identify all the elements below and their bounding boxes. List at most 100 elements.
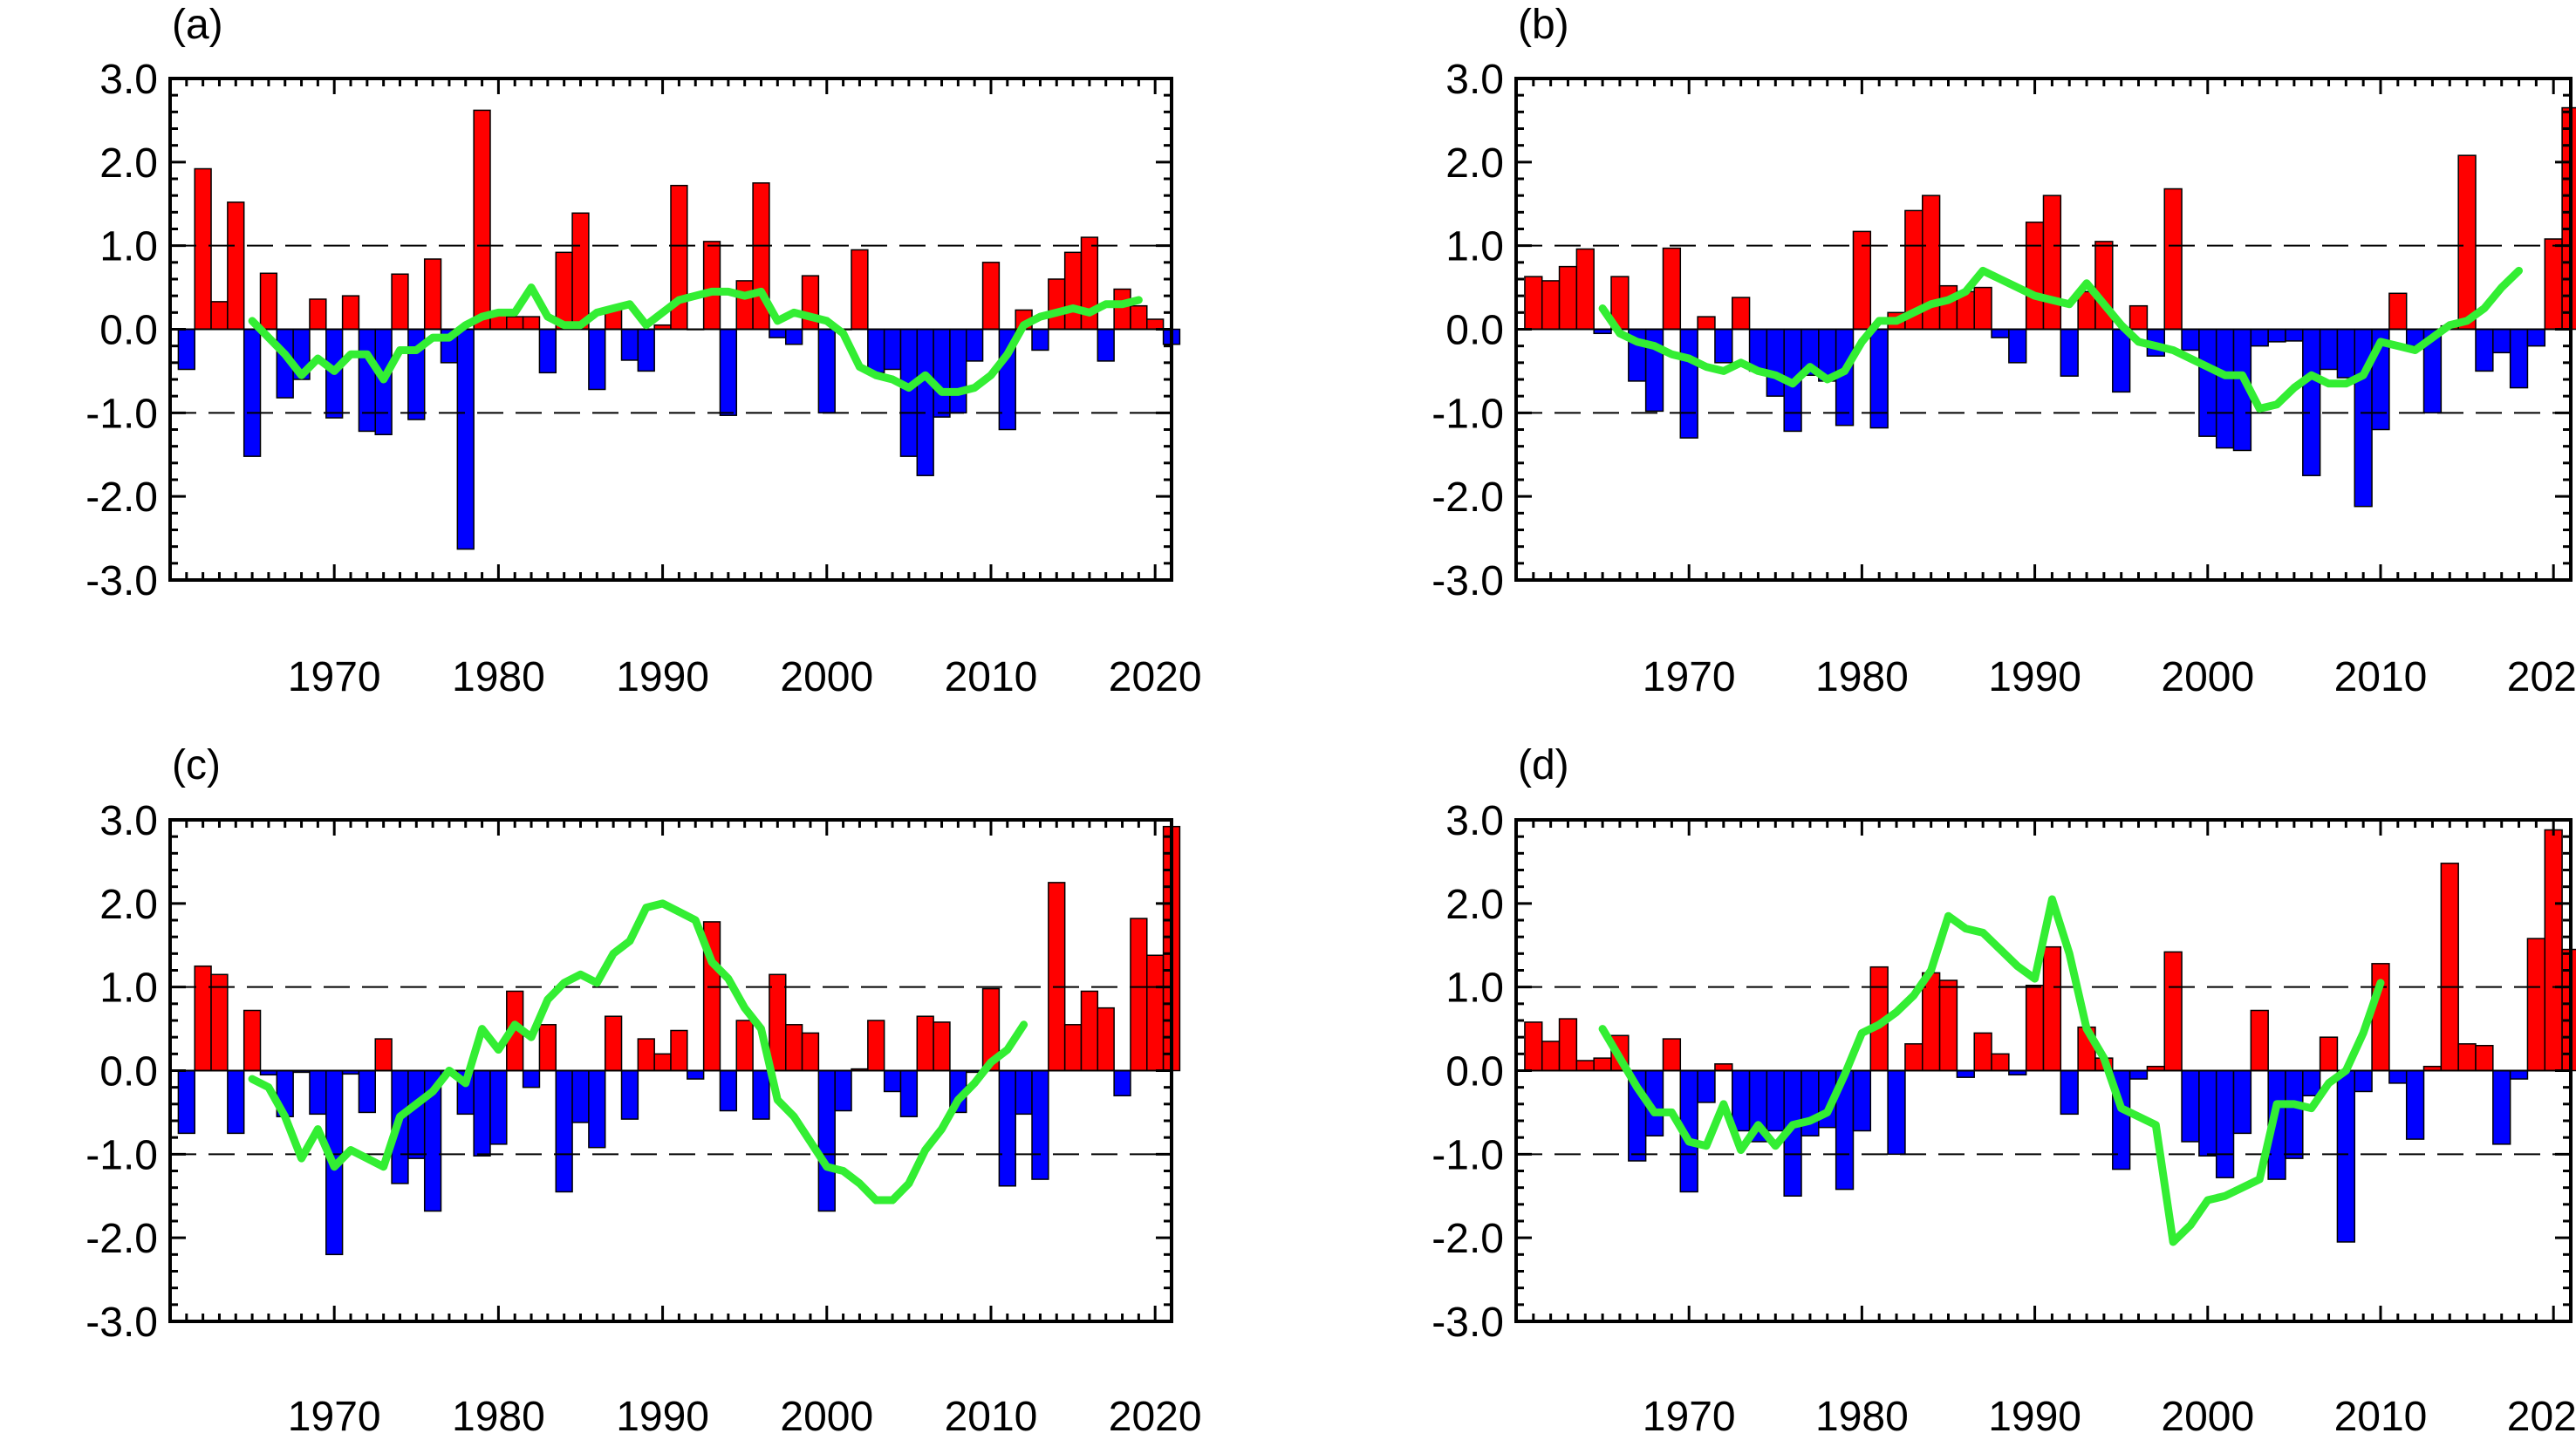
- panel-a-x-tick-labels: 1970 1980 1990 2000 2010 2020: [288, 654, 1202, 700]
- bar-b-1989: [2008, 328, 2027, 364]
- panel-d-y-tick-labels: 3.0 2.0 1.0 0.0 -1.0 -2.0 -3.0: [1431, 798, 1504, 1346]
- x-tick-label-d-1970: 1970: [1643, 1394, 1736, 1440]
- bar-c-2007: [933, 1021, 951, 1072]
- x-tick-label-c-1970: 1970: [288, 1394, 381, 1440]
- x-tick-label-b-2000: 2000: [2161, 654, 2254, 700]
- bar-d-2020: [2544, 829, 2563, 1072]
- y-tick-label-d-2: 1.0: [1445, 966, 1504, 1012]
- x-tick-label-c-2020: 2020: [1109, 1394, 1202, 1440]
- bar-a-1966: [259, 272, 278, 331]
- bar-d-1961: [1524, 1021, 1543, 1072]
- bar-b-2007: [2319, 328, 2339, 371]
- bar-d-1988: [1991, 1053, 2010, 1072]
- bar-d-2009: [2354, 1069, 2373, 1093]
- bar-b-1973: [1732, 297, 1751, 331]
- bar-c-2014: [1048, 882, 1066, 1072]
- bar-b-2000: [2198, 328, 2217, 437]
- bar-d-1964: [1575, 1060, 1595, 1072]
- bar-b-2005: [2285, 328, 2304, 342]
- bar-c-1992: [687, 1069, 705, 1080]
- y-tick-label-c-1: 2.0: [99, 882, 158, 928]
- bar-a-1981: [506, 316, 524, 331]
- bar-d-1992: [2060, 1069, 2079, 1116]
- smooth-line-b: [1598, 266, 2524, 413]
- bar-b-1970: [1679, 328, 1698, 439]
- x-tick-label-a-1990: 1990: [616, 654, 709, 700]
- bar-c-1964: [227, 1069, 245, 1135]
- panel-a-smooth-line: [248, 283, 1143, 396]
- bar-a-1971: [341, 295, 360, 331]
- bar-b-1988: [1991, 328, 2010, 338]
- bar-d-1990: [2025, 985, 2045, 1072]
- bar-a-2017: [1097, 328, 1115, 362]
- panel-a-y-tick-labels: 3.0 2.0 1.0 0.0 -1.0 -2.0 -3.0: [85, 57, 158, 604]
- bar-b-2006: [2302, 328, 2321, 476]
- bar-c-1998: [784, 1024, 803, 1072]
- bar-c-1963: [210, 973, 229, 1072]
- bar-a-1965: [243, 328, 262, 457]
- bar-a-1969: [309, 298, 327, 331]
- panel-b-reference-lines: [1516, 244, 2571, 414]
- bar-c-1994: [719, 1069, 738, 1112]
- bar-a-1961: [177, 328, 195, 371]
- bar-d-2001: [2215, 1069, 2235, 1178]
- bar-c-1995: [735, 1020, 754, 1072]
- bar-a-2007: [933, 328, 951, 418]
- x-tick-label-b-1990: 1990: [1988, 654, 2081, 700]
- x-tick-label-a-2000: 2000: [780, 654, 873, 700]
- x-tick-label-a-2010: 2010: [945, 654, 1038, 700]
- bar-d-2011: [2388, 1069, 2408, 1084]
- bar-d-2019: [2526, 938, 2546, 1072]
- bar-a-1984: [555, 251, 573, 331]
- x-tick-label-b-1970: 1970: [1643, 654, 1736, 700]
- bar-a-1989: [637, 328, 655, 372]
- bar-a-2013: [1031, 328, 1049, 351]
- bar-c-1985: [571, 1069, 590, 1123]
- bar-c-1972: [358, 1069, 376, 1114]
- bar-a-2002: [851, 249, 869, 331]
- panel-a-label: (a): [172, 2, 223, 48]
- bar-a-2004: [883, 328, 902, 371]
- panel-d-ticks: [1514, 818, 2573, 1323]
- bar-a-1962: [194, 167, 212, 331]
- bar-a-1986: [588, 328, 606, 391]
- bar-c-2005: [899, 1069, 919, 1117]
- bar-c-1961: [177, 1069, 195, 1135]
- bar-a-1976: [423, 258, 442, 331]
- y-tick-label-c-5: -2.0: [85, 1216, 158, 1262]
- bar-d-1987: [1973, 1032, 1992, 1072]
- x-tick-label-a-1980: 1980: [452, 654, 545, 700]
- bar-b-2011: [2388, 292, 2408, 331]
- y-tick-label-a-0: 3.0: [99, 57, 158, 103]
- bar-b-1992: [2060, 328, 2079, 377]
- bar-c-2016: [1080, 990, 1099, 1072]
- bar-b-1987: [1973, 286, 1992, 331]
- bar-b-2003: [2250, 328, 2269, 347]
- bar-b-1971: [1697, 316, 1716, 331]
- x-tick-label-a-1970: 1970: [288, 654, 381, 700]
- bar-d-1985: [1938, 979, 1958, 1072]
- panel-d-x-tick-labels: 1970 1980 1990 2000 2010 2020: [1643, 1394, 2576, 1440]
- bar-d-1999: [2181, 1069, 2200, 1143]
- panel-a-reference-lines: [170, 244, 1172, 414]
- bar-a-1983: [538, 328, 557, 374]
- bar-a-2018: [1113, 288, 1131, 331]
- panel-b-x-tick-labels: 1970 1980 1990 2000 2010 2020: [1643, 654, 2576, 700]
- bar-b-1999: [2181, 328, 2200, 351]
- panel-c-x-tick-labels: 1970 1980 1990 2000 2010 2020: [288, 1394, 1202, 1440]
- bar-d-1972: [1714, 1063, 1733, 1072]
- bar-a-1979: [473, 109, 491, 331]
- bar-a-2003: [867, 328, 885, 374]
- bar-d-2007: [2319, 1036, 2339, 1072]
- smooth-line-a: [248, 283, 1143, 396]
- x-tick-label-b-1980: 1980: [1815, 654, 1909, 700]
- bar-c-2011: [998, 1069, 1016, 1187]
- bar-d-1983: [1904, 1043, 1923, 1072]
- x-tick-label-d-1990: 1990: [1988, 1394, 2081, 1440]
- bar-b-1985: [1938, 284, 1958, 331]
- bar-c-2019: [1130, 918, 1148, 1072]
- bar-c-1984: [555, 1069, 573, 1193]
- x-tick-label-c-1990: 1990: [616, 1394, 709, 1440]
- bar-a-1985: [571, 212, 590, 331]
